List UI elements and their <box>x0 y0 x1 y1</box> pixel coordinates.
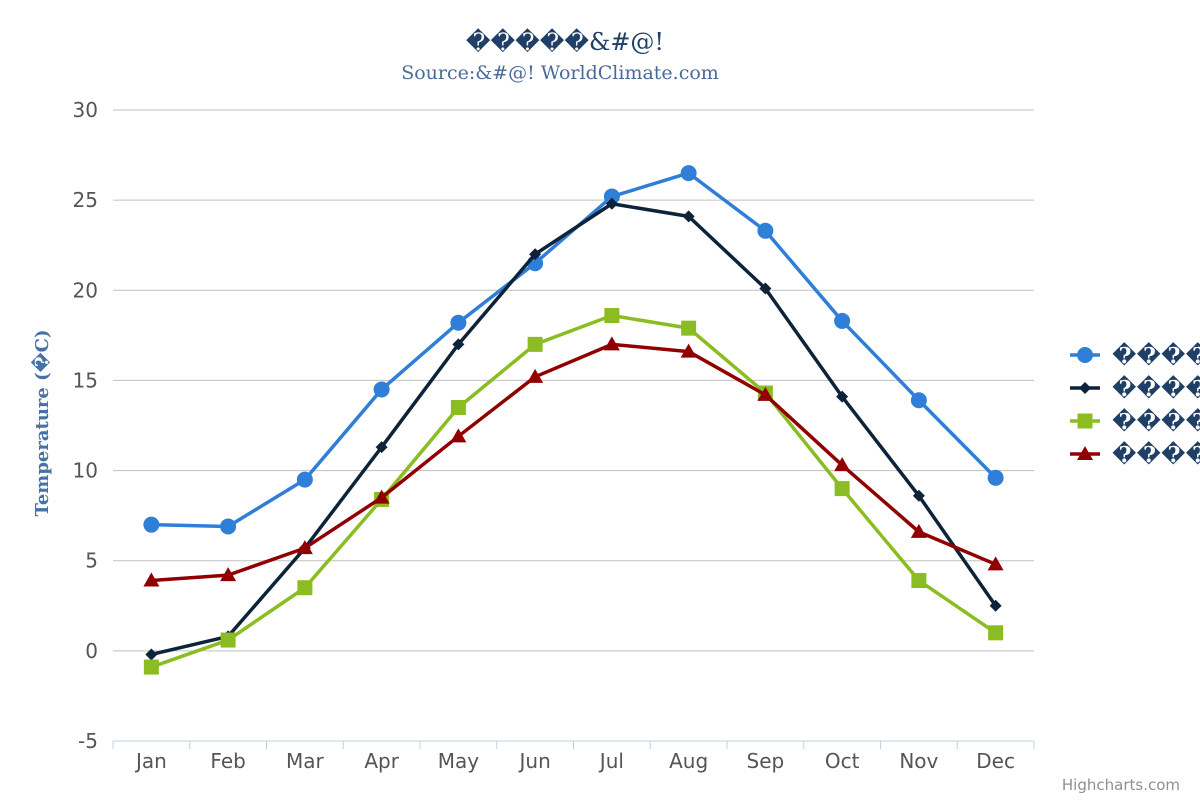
data-point <box>527 336 543 352</box>
series-group <box>143 165 1004 675</box>
data-point <box>373 381 390 398</box>
data-point <box>836 390 849 403</box>
data-point <box>910 523 927 538</box>
x-tick-label: Feb <box>210 749 245 773</box>
data-point <box>143 516 160 533</box>
data-point <box>834 457 851 472</box>
legend-label: ���� <box>1112 407 1200 435</box>
data-point <box>143 659 159 675</box>
data-point <box>757 222 774 239</box>
data-point <box>1077 347 1093 363</box>
series-line <box>149 313 998 669</box>
data-point <box>220 632 236 648</box>
legend-label: ���� <box>1112 440 1200 468</box>
data-point <box>296 471 313 488</box>
data-point <box>452 338 465 351</box>
series-triangle <box>143 336 1004 587</box>
legend-item[interactable]: ���� <box>1070 407 1200 435</box>
data-point <box>989 599 1002 612</box>
x-tick-label: Jul <box>598 749 624 773</box>
data-point <box>911 573 927 589</box>
legend-item[interactable]: ���� <box>1070 341 1200 369</box>
x-tick-label: Apr <box>364 749 399 773</box>
data-point <box>910 392 927 409</box>
x-axis-ticks: Jan Feb Mar Apr May Jun Jul Aug Sep Oct Nov Dec <box>134 749 1015 773</box>
x-tick-label: Jan <box>134 749 167 773</box>
data-point <box>373 489 390 504</box>
data-point <box>375 441 388 454</box>
data-point <box>297 580 313 596</box>
data-point <box>604 308 620 324</box>
data-point <box>988 625 1004 641</box>
x-tick-label: Jun <box>518 749 551 773</box>
data-point <box>834 481 850 497</box>
data-point <box>220 518 237 535</box>
credits-link[interactable]: Highcharts.com <box>1062 776 1180 794</box>
data-point <box>603 188 620 205</box>
data-point <box>529 248 542 261</box>
y-tick-label: 0 <box>85 639 98 663</box>
data-point <box>450 399 466 415</box>
data-point <box>757 386 774 401</box>
data-point <box>603 336 620 351</box>
data-point <box>912 489 925 502</box>
legend-label: ���� <box>1112 374 1200 402</box>
data-point <box>680 343 697 358</box>
data-point <box>834 312 851 329</box>
y-tick-label: -5 <box>78 729 98 753</box>
y-tick-label: 5 <box>85 549 98 573</box>
y-tick-label: 15 <box>73 368 98 392</box>
y-tick-label: 30 <box>73 98 98 122</box>
chart-title: �����&#@! <box>466 27 664 56</box>
data-point <box>145 648 158 661</box>
data-point <box>527 368 544 383</box>
legend-item[interactable]: ���� <box>1070 374 1200 402</box>
data-point <box>1077 413 1093 429</box>
data-point <box>450 428 467 443</box>
x-axis <box>112 740 1035 749</box>
data-point <box>296 540 313 555</box>
x-tick-label: Oct <box>825 749 860 773</box>
series-line <box>149 342 998 583</box>
series-line <box>149 201 998 657</box>
data-point <box>450 314 467 331</box>
data-point <box>987 469 1004 486</box>
data-point <box>143 572 160 587</box>
y-axis-title: Temperature (�C) <box>30 329 53 516</box>
y-tick-label: 20 <box>73 278 98 302</box>
y-tick-label: 10 <box>73 459 98 483</box>
y-tick-label: 25 <box>73 188 98 212</box>
x-tick-label: Mar <box>286 749 325 773</box>
data-point <box>680 165 697 182</box>
x-tick-label: Aug <box>669 749 708 773</box>
y-axis-ticks: -5 0 5 10 15 20 25 30 <box>73 98 98 753</box>
data-point <box>220 567 237 582</box>
data-point <box>987 556 1004 571</box>
x-tick-label: Dec <box>976 749 1015 773</box>
data-point <box>759 282 772 295</box>
legend-item[interactable]: ���� <box>1070 440 1200 468</box>
data-point <box>1077 446 1093 460</box>
legend[interactable]: ���� ���� ���� ���� <box>1070 341 1200 468</box>
data-point <box>682 210 695 223</box>
x-tick-label: May <box>438 749 480 773</box>
data-point <box>681 320 697 336</box>
data-point <box>1079 382 1091 394</box>
x-tick-label: Sep <box>747 749 785 773</box>
x-tick-label: Nov <box>899 749 938 773</box>
series-square <box>143 308 1004 675</box>
data-point <box>605 197 618 210</box>
legend-label: ���� <box>1112 341 1200 369</box>
chart-subtitle: Source:&#@! WorldClimate.com <box>401 62 719 84</box>
